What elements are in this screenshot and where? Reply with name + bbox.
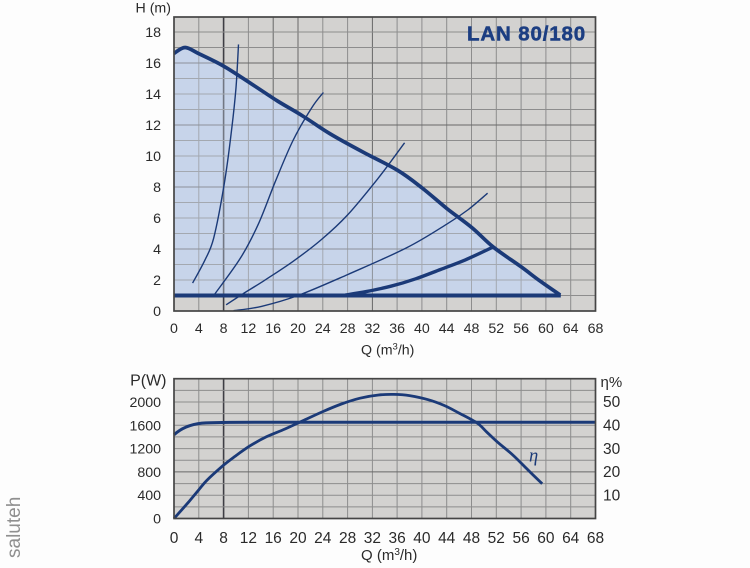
svg-text:32: 32 xyxy=(365,321,381,337)
svg-text:14: 14 xyxy=(145,87,161,103)
svg-text:8: 8 xyxy=(220,321,228,337)
svg-text:Q (m3/h): Q (m3/h) xyxy=(361,547,417,563)
svg-text:30: 30 xyxy=(603,441,621,458)
svg-text:0: 0 xyxy=(170,530,179,547)
svg-text:H (m): H (m) xyxy=(136,1,171,17)
svg-text:32: 32 xyxy=(364,530,381,547)
svg-text:60: 60 xyxy=(537,530,555,547)
svg-text:4: 4 xyxy=(195,321,203,337)
svg-text:56: 56 xyxy=(512,530,529,547)
svg-text:0: 0 xyxy=(153,304,161,320)
svg-text:P(W): P(W) xyxy=(130,373,166,390)
svg-text:36: 36 xyxy=(389,321,405,337)
svg-text:50: 50 xyxy=(603,394,621,411)
svg-text:68: 68 xyxy=(588,321,604,337)
svg-text:40: 40 xyxy=(603,418,621,435)
svg-text:44: 44 xyxy=(439,321,455,337)
svg-text:12: 12 xyxy=(145,118,161,134)
svg-text:36: 36 xyxy=(388,530,405,547)
svg-text:8: 8 xyxy=(153,180,161,196)
svg-text:10: 10 xyxy=(603,487,621,504)
svg-text:24: 24 xyxy=(315,321,331,337)
svg-text:16: 16 xyxy=(265,321,281,337)
svg-text:η: η xyxy=(529,447,538,467)
svg-text:40: 40 xyxy=(413,530,431,547)
svg-text:6: 6 xyxy=(153,211,161,227)
svg-text:20: 20 xyxy=(289,530,307,547)
svg-text:η%: η% xyxy=(601,374,623,391)
svg-text:LAN 80/180: LAN 80/180 xyxy=(467,23,586,46)
svg-text:Q (m3/h): Q (m3/h) xyxy=(361,342,414,359)
svg-text:8: 8 xyxy=(219,530,228,547)
svg-text:12: 12 xyxy=(241,321,257,337)
svg-text:0: 0 xyxy=(153,512,161,528)
svg-text:4: 4 xyxy=(194,530,203,547)
svg-text:52: 52 xyxy=(488,530,505,547)
svg-text:1200: 1200 xyxy=(129,442,161,458)
svg-text:16: 16 xyxy=(145,56,161,72)
svg-text:20: 20 xyxy=(603,464,621,481)
svg-text:10: 10 xyxy=(145,149,161,165)
svg-text:24: 24 xyxy=(314,530,332,547)
svg-text:0: 0 xyxy=(170,321,178,337)
svg-text:48: 48 xyxy=(464,321,480,337)
svg-text:56: 56 xyxy=(513,321,529,337)
svg-text:64: 64 xyxy=(563,321,579,337)
svg-text:40: 40 xyxy=(414,321,430,337)
svg-text:20: 20 xyxy=(290,321,306,337)
svg-text:18: 18 xyxy=(145,25,161,41)
svg-text:1600: 1600 xyxy=(129,418,161,434)
svg-text:400: 400 xyxy=(137,488,161,504)
svg-text:28: 28 xyxy=(339,530,356,547)
svg-text:64: 64 xyxy=(562,530,580,547)
svg-text:52: 52 xyxy=(488,321,504,337)
svg-text:12: 12 xyxy=(240,530,257,547)
svg-text:44: 44 xyxy=(438,530,456,547)
svg-text:800: 800 xyxy=(137,465,161,481)
svg-text:4: 4 xyxy=(153,242,161,258)
svg-text:saluteh: saluteh xyxy=(4,497,25,558)
svg-text:2000: 2000 xyxy=(129,395,161,411)
svg-text:16: 16 xyxy=(265,530,282,547)
svg-text:2: 2 xyxy=(153,273,161,289)
svg-text:60: 60 xyxy=(538,321,554,337)
svg-text:48: 48 xyxy=(463,530,480,547)
svg-text:28: 28 xyxy=(340,321,356,337)
svg-text:68: 68 xyxy=(587,530,604,547)
